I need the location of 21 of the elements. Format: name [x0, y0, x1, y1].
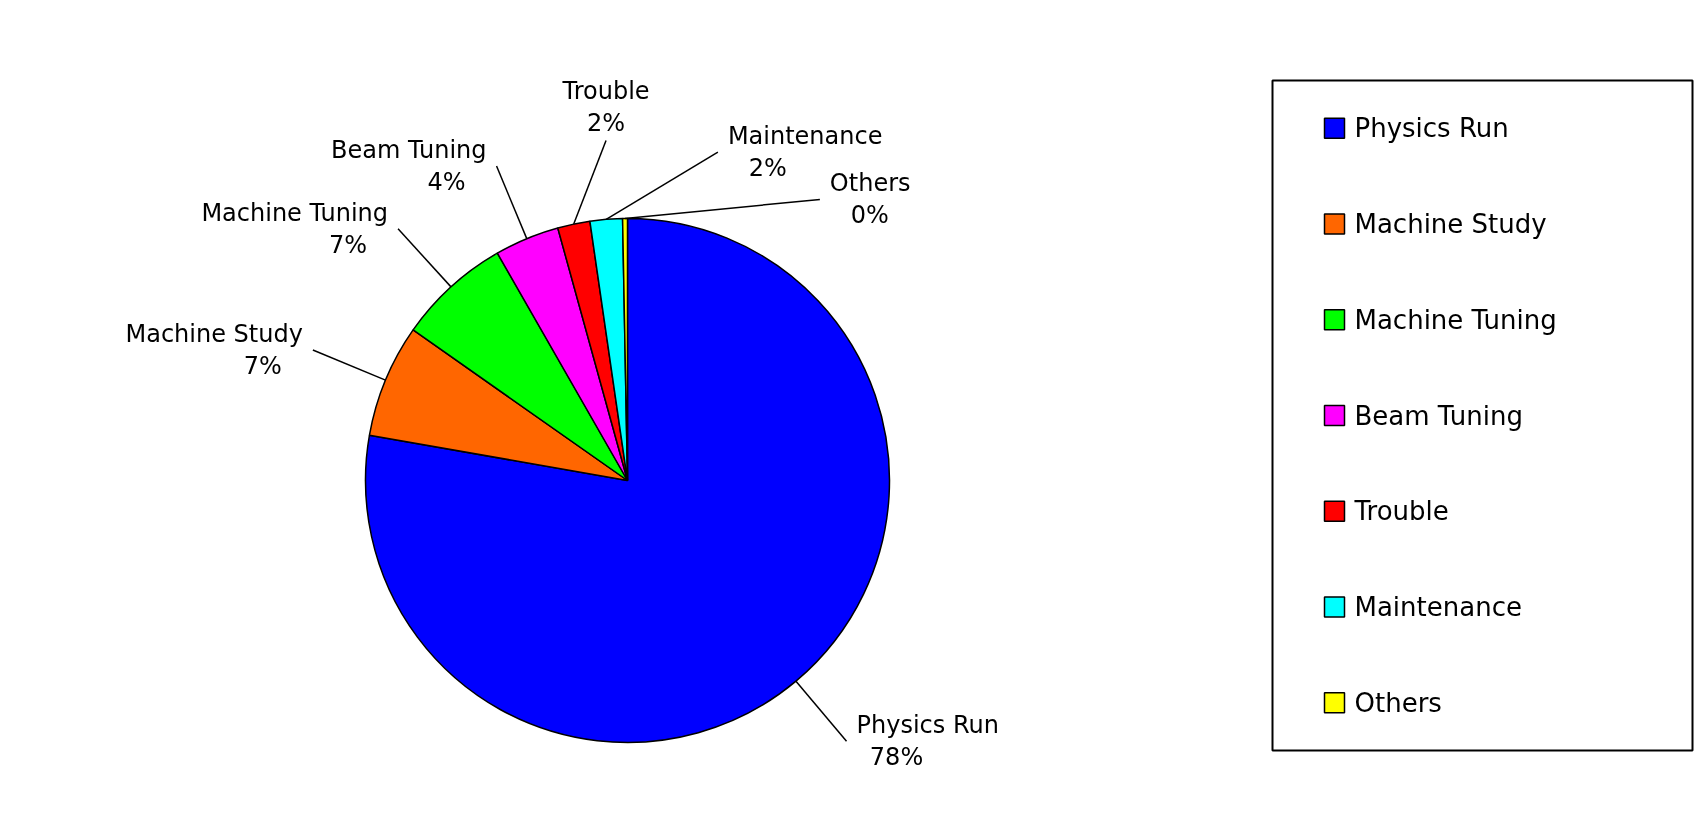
data-label: 0% — [850, 201, 889, 230]
slice-label: Machine Study — [125, 320, 303, 349]
slice-label: Physics Run — [856, 711, 999, 740]
slice-label: Maintenance — [727, 122, 883, 151]
legend-label: Others — [1354, 687, 1442, 718]
slice-label: Machine Tuning — [201, 198, 389, 227]
slice-label: Trouble — [561, 76, 650, 105]
slice-label: Others — [829, 169, 911, 198]
data-label: 7% — [243, 352, 282, 381]
legend-label: Trouble — [1353, 496, 1449, 527]
legend-label: Machine Study — [1354, 209, 1547, 240]
data-label: 4% — [427, 168, 466, 197]
data-label: 7% — [329, 230, 368, 259]
data-label: 78% — [869, 743, 924, 772]
legend-label: Beam Tuning — [1354, 400, 1523, 431]
slice-label: Beam Tuning — [331, 136, 487, 165]
legend-label: Physics Run — [1354, 113, 1509, 144]
data-label: 2% — [748, 154, 787, 183]
legend-label: Maintenance — [1354, 591, 1522, 622]
legend-label: Machine Tuning — [1354, 304, 1557, 335]
data-label: 2% — [587, 108, 626, 137]
